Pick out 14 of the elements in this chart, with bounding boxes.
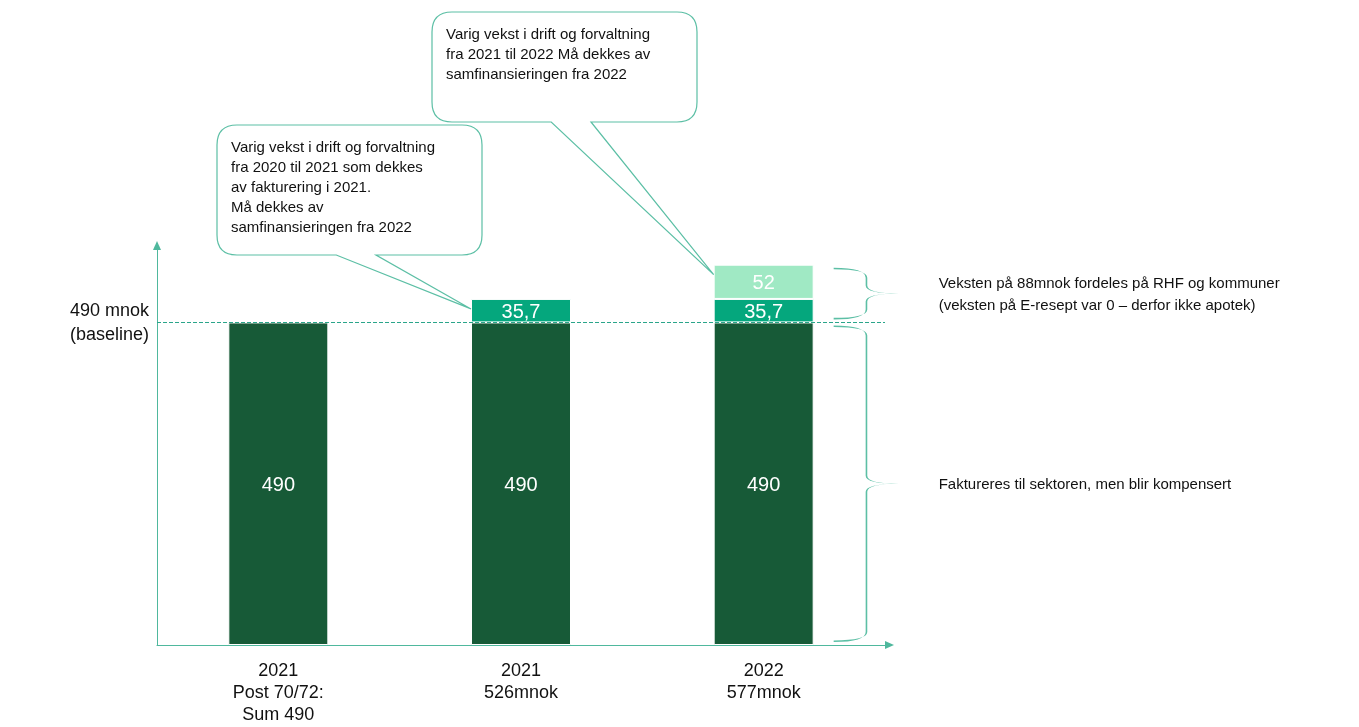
text: Varig vekst i drift og forvaltning fra 2020 til 2021 som dekkes av fakturering i 2021. Må dekkes av samfinansieringen fra 2022	[231, 137, 436, 237]
data-label: 490	[746, 472, 781, 495]
x-tick-label: 2021 Post 70/72: Sum 490	[232, 660, 324, 724]
data-label: 35,7	[501, 299, 541, 322]
data-label: 35,7	[744, 299, 784, 322]
text: Faktureres til sektoren, men blir kompensert	[938, 473, 1232, 494]
x-tick-label: 2021 526mnok	[483, 660, 560, 702]
data-label: 490	[504, 472, 538, 495]
ref-line-label: 490 mnok (baseline)	[69, 300, 150, 345]
data-label: 52	[752, 270, 775, 293]
text: Veksten på 88mnok fordeles på RHF og kommuner (veksten på E-resept var 0 – derfor ikke apotek)	[938, 272, 1280, 315]
text: Varig vekst i drift og forvaltning fra 2021 til 2022 Må dekkes av samfinansieringen fra 2022	[446, 24, 652, 84]
x-tick-label: 2022 577mnok	[726, 660, 802, 702]
data-label: 490	[261, 472, 296, 495]
